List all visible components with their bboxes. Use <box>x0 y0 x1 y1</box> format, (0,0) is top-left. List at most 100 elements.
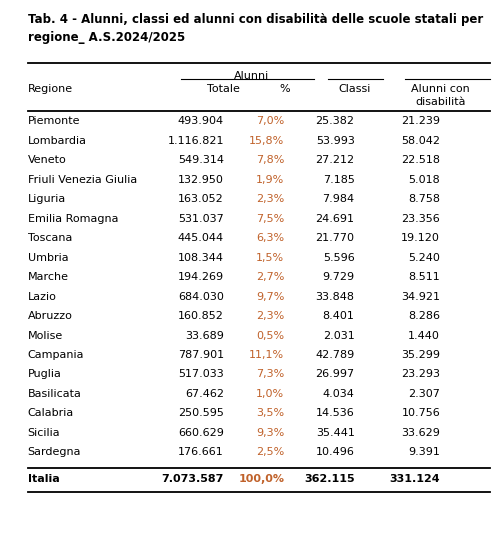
Text: Italia: Italia <box>28 474 59 484</box>
Text: 7.073.587: 7.073.587 <box>161 474 224 484</box>
Text: 8.286: 8.286 <box>408 311 440 321</box>
Text: 7.984: 7.984 <box>322 194 355 204</box>
Text: 35.441: 35.441 <box>316 428 355 438</box>
Text: 19.120: 19.120 <box>401 233 440 243</box>
Text: 5.596: 5.596 <box>323 252 355 263</box>
Text: 22.518: 22.518 <box>401 155 440 165</box>
Text: 58.042: 58.042 <box>401 136 440 146</box>
Text: 8.401: 8.401 <box>323 311 355 321</box>
Text: 1,5%: 1,5% <box>256 252 284 263</box>
Text: Lazio: Lazio <box>28 292 56 302</box>
Text: Campania: Campania <box>28 350 84 360</box>
Text: 1.116.821: 1.116.821 <box>167 136 224 146</box>
Text: 549.314: 549.314 <box>178 155 224 165</box>
Text: Liguria: Liguria <box>28 194 66 204</box>
Text: 7.185: 7.185 <box>323 175 355 185</box>
Text: 5.018: 5.018 <box>408 175 440 185</box>
Text: Sicilia: Sicilia <box>28 428 60 438</box>
Text: 362.115: 362.115 <box>304 474 355 484</box>
Text: 4.034: 4.034 <box>323 389 355 399</box>
Text: 10.756: 10.756 <box>401 408 440 419</box>
Text: 9,3%: 9,3% <box>256 428 284 438</box>
Text: 33.848: 33.848 <box>315 292 355 302</box>
Text: 9.729: 9.729 <box>322 272 355 282</box>
Text: 14.536: 14.536 <box>316 408 355 419</box>
Text: 2,5%: 2,5% <box>256 448 284 457</box>
Text: 3,5%: 3,5% <box>256 408 284 419</box>
Text: Alunni: Alunni <box>234 71 269 81</box>
Text: Basilicata: Basilicata <box>28 389 81 399</box>
Text: 108.344: 108.344 <box>178 252 224 263</box>
Text: 0,5%: 0,5% <box>256 331 284 340</box>
Text: 787.901: 787.901 <box>178 350 224 360</box>
Text: 9.391: 9.391 <box>408 448 440 457</box>
Text: Sardegna: Sardegna <box>28 448 81 457</box>
Text: 35.299: 35.299 <box>401 350 440 360</box>
Text: Piemonte: Piemonte <box>28 116 80 126</box>
Text: 2,3%: 2,3% <box>256 311 284 321</box>
Text: Abruzzo: Abruzzo <box>28 311 72 321</box>
Text: 7,0%: 7,0% <box>256 116 284 126</box>
Text: 67.462: 67.462 <box>185 389 224 399</box>
Text: Tab. 4 - Alunni, classi ed alunni con disabilità delle scuole statali per
region: Tab. 4 - Alunni, classi ed alunni con di… <box>28 13 483 44</box>
Text: 25.382: 25.382 <box>315 116 355 126</box>
Text: %: % <box>279 84 290 94</box>
Text: 1.440: 1.440 <box>408 331 440 340</box>
Text: 10.496: 10.496 <box>316 448 355 457</box>
Text: Marche: Marche <box>28 272 69 282</box>
Text: 100,0%: 100,0% <box>238 474 284 484</box>
Text: 194.269: 194.269 <box>178 272 224 282</box>
Text: 2,7%: 2,7% <box>256 272 284 282</box>
Text: 250.595: 250.595 <box>178 408 224 419</box>
Text: 24.691: 24.691 <box>315 214 355 224</box>
Text: 34.921: 34.921 <box>401 292 440 302</box>
Text: 33.689: 33.689 <box>185 331 224 340</box>
Text: 7,5%: 7,5% <box>256 214 284 224</box>
Text: 331.124: 331.124 <box>389 474 440 484</box>
Text: 2,3%: 2,3% <box>256 194 284 204</box>
Text: Regione: Regione <box>28 84 73 94</box>
Text: 493.904: 493.904 <box>178 116 224 126</box>
Text: Puglia: Puglia <box>28 369 61 379</box>
Text: 445.044: 445.044 <box>178 233 224 243</box>
Text: 8.511: 8.511 <box>408 272 440 282</box>
Text: Totale: Totale <box>207 84 240 94</box>
Text: 132.950: 132.950 <box>178 175 224 185</box>
Text: 2.031: 2.031 <box>323 331 355 340</box>
Text: Lombardia: Lombardia <box>28 136 87 146</box>
Text: 176.661: 176.661 <box>178 448 224 457</box>
Text: 21.770: 21.770 <box>315 233 355 243</box>
Text: Veneto: Veneto <box>28 155 66 165</box>
Text: Toscana: Toscana <box>28 233 72 243</box>
Text: 2.307: 2.307 <box>408 389 440 399</box>
Text: 53.993: 53.993 <box>316 136 355 146</box>
Text: 23.356: 23.356 <box>401 214 440 224</box>
Text: 7,8%: 7,8% <box>256 155 284 165</box>
Text: 9,7%: 9,7% <box>256 292 284 302</box>
Text: 11,1%: 11,1% <box>249 350 284 360</box>
Text: 27.212: 27.212 <box>315 155 355 165</box>
Text: 531.037: 531.037 <box>178 214 224 224</box>
Text: 23.293: 23.293 <box>401 369 440 379</box>
Text: 1,9%: 1,9% <box>256 175 284 185</box>
Text: 163.052: 163.052 <box>178 194 224 204</box>
Text: Molise: Molise <box>28 331 63 340</box>
Text: Classi: Classi <box>339 84 371 94</box>
Text: 7,3%: 7,3% <box>256 369 284 379</box>
Text: Friuli Venezia Giulia: Friuli Venezia Giulia <box>28 175 137 185</box>
Text: Umbria: Umbria <box>28 252 68 263</box>
Text: 684.030: 684.030 <box>178 292 224 302</box>
Text: 660.629: 660.629 <box>178 428 224 438</box>
Text: 5.240: 5.240 <box>408 252 440 263</box>
Text: 1,0%: 1,0% <box>256 389 284 399</box>
Text: 21.239: 21.239 <box>401 116 440 126</box>
Text: 33.629: 33.629 <box>401 428 440 438</box>
Text: 517.033: 517.033 <box>178 369 224 379</box>
Text: 15,8%: 15,8% <box>249 136 284 146</box>
Text: 8.758: 8.758 <box>408 194 440 204</box>
Text: 6,3%: 6,3% <box>256 233 284 243</box>
Text: 26.997: 26.997 <box>315 369 355 379</box>
Text: 42.789: 42.789 <box>315 350 355 360</box>
Text: 160.852: 160.852 <box>178 311 224 321</box>
Text: Calabria: Calabria <box>28 408 74 419</box>
